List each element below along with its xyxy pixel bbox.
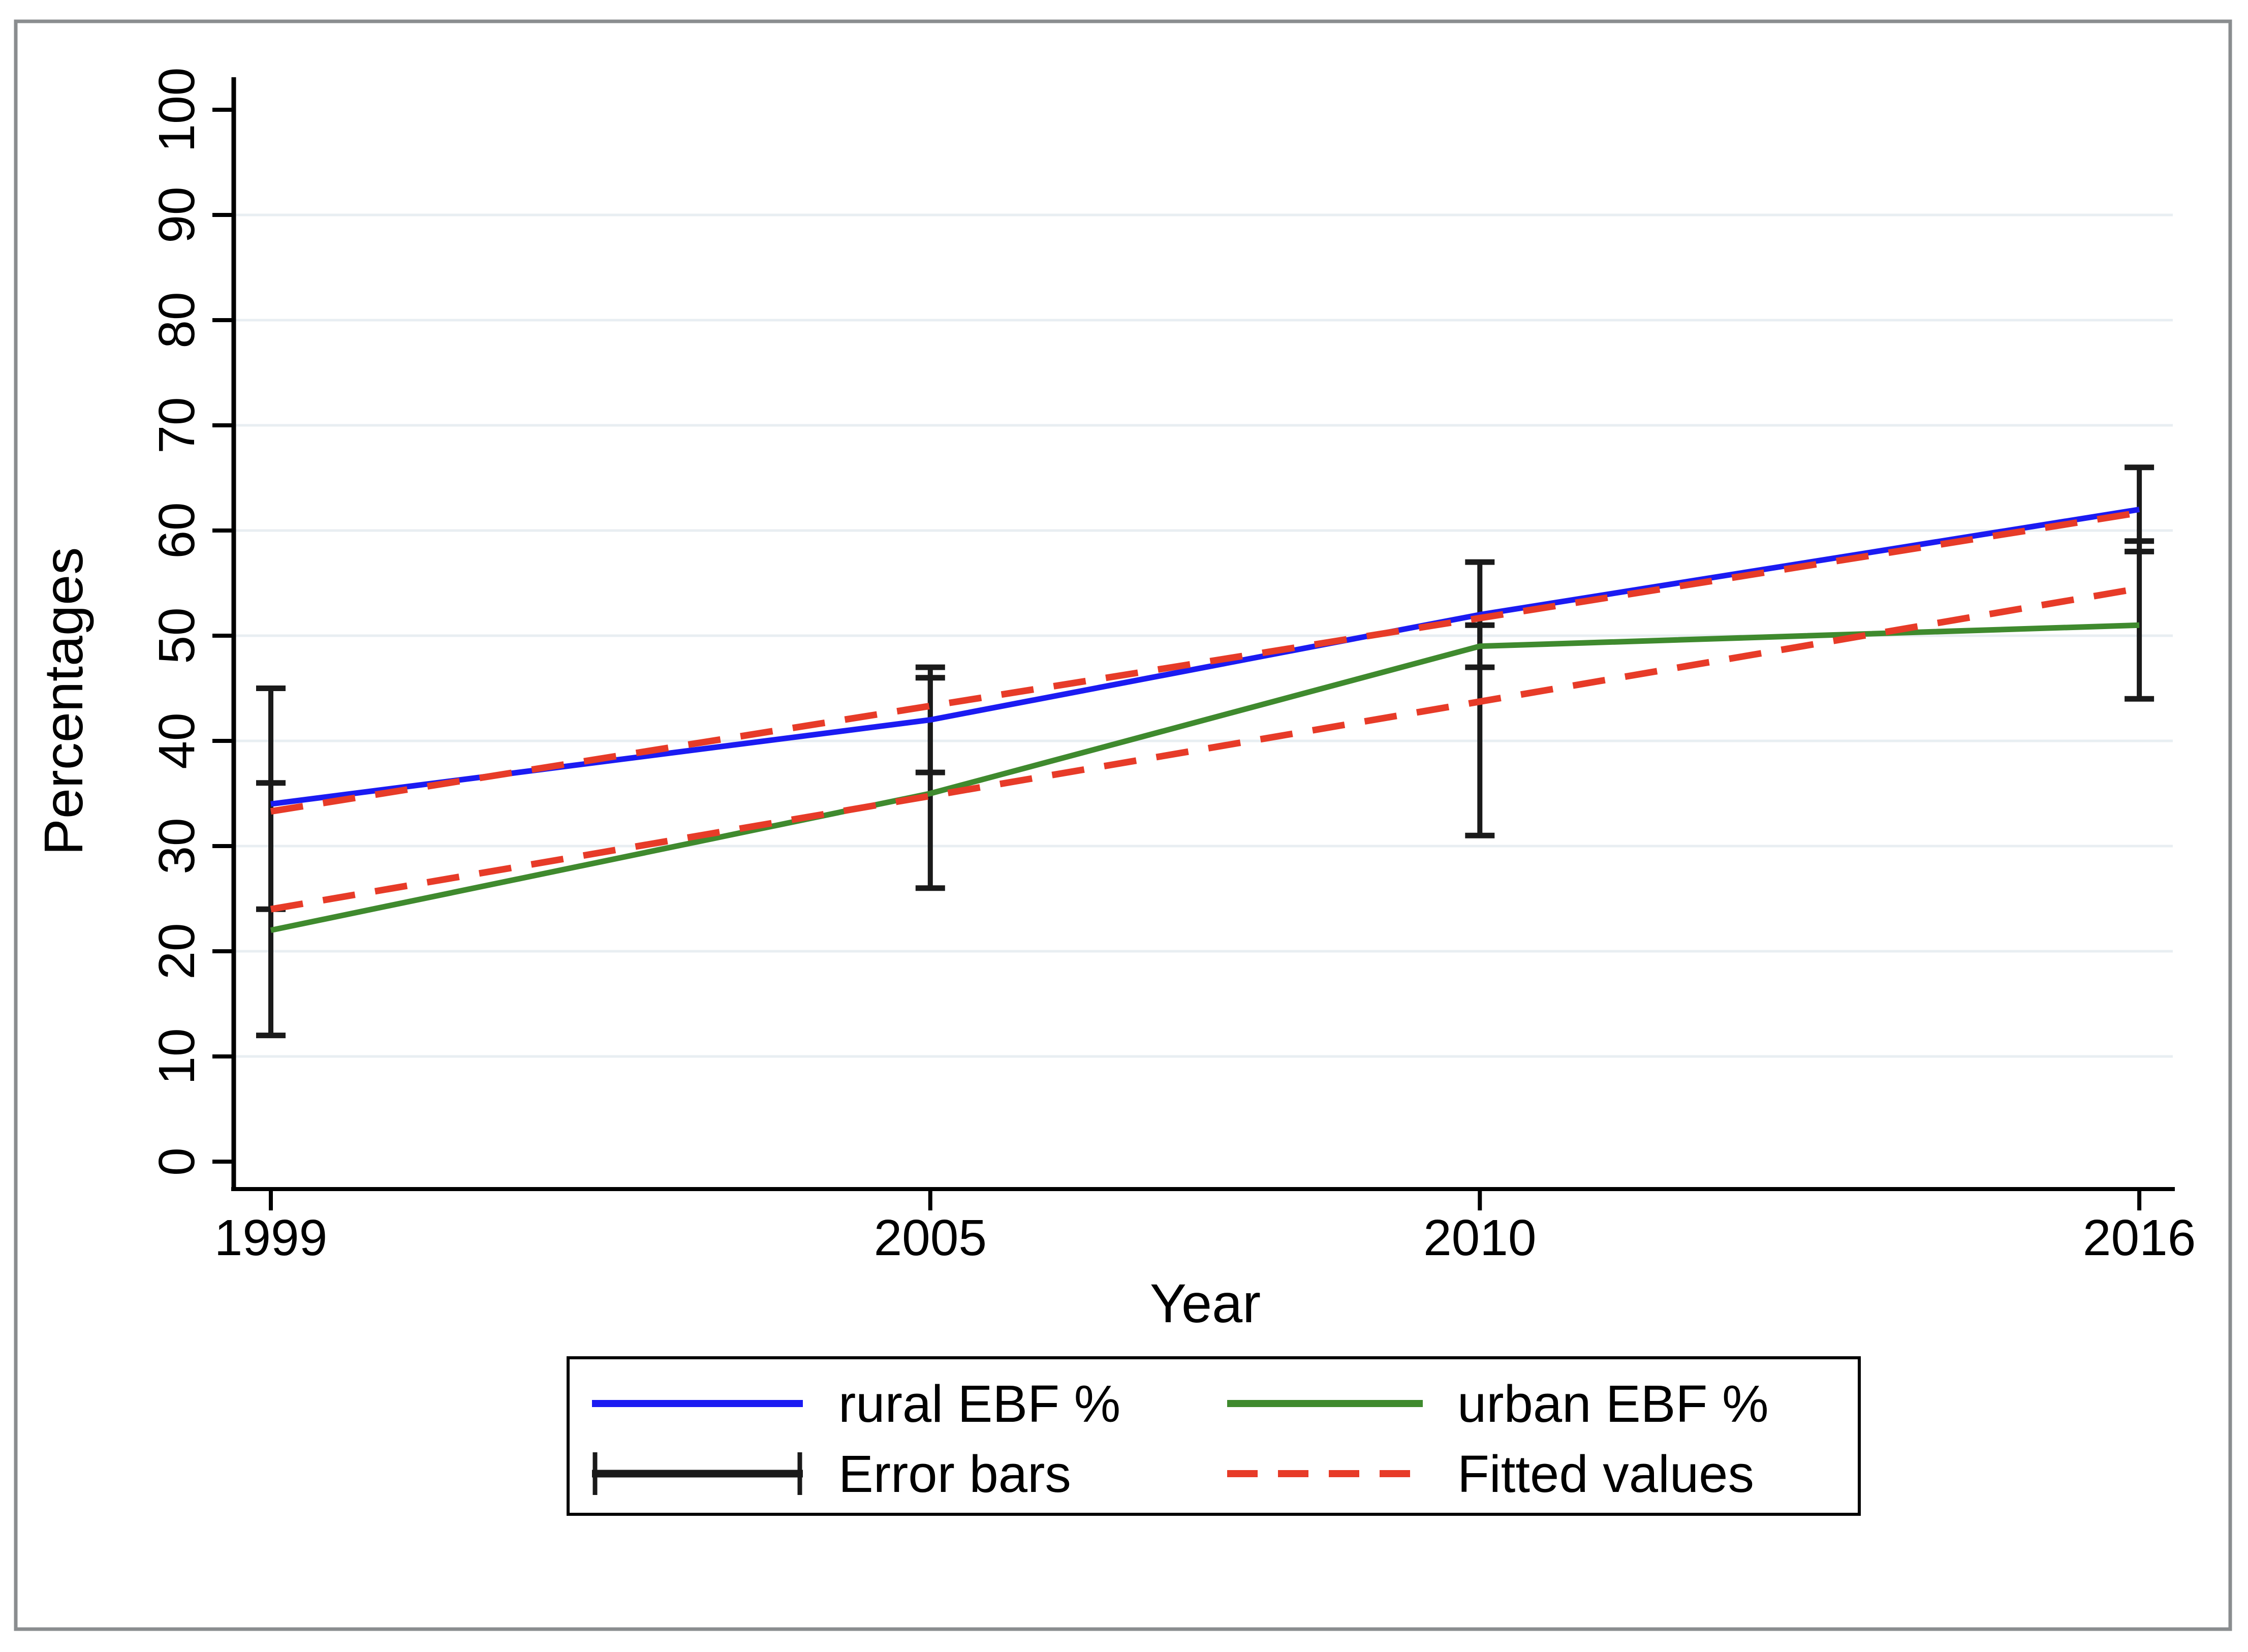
error-bar-urban-2005 bbox=[915, 675, 945, 891]
y-tick-label-40: 40 bbox=[148, 712, 205, 769]
x-tick-label-1999: 1999 bbox=[214, 1209, 327, 1266]
x-axis-tick-labels: 1999 2005 2010 2016 bbox=[214, 1209, 2196, 1266]
legend-fitted-label: Fitted values bbox=[1457, 1445, 1754, 1503]
y-tick-label-20: 20 bbox=[148, 923, 205, 979]
y-tick-label-80: 80 bbox=[148, 292, 205, 348]
legend: rural EBF % urban EBF % Error bars Fitte… bbox=[567, 1356, 1861, 1516]
x-axis-title: Year bbox=[1150, 1272, 1261, 1334]
legend-box bbox=[567, 1356, 1861, 1516]
legend-urban-label: urban EBF % bbox=[1457, 1375, 1769, 1433]
error-bar-urban-2010 bbox=[1465, 622, 1495, 838]
y-tick-label-70: 70 bbox=[148, 397, 205, 453]
y-tick-label-10: 10 bbox=[148, 1028, 205, 1084]
series-line-urban bbox=[270, 622, 2140, 933]
y-tick-label-0: 0 bbox=[148, 1147, 205, 1176]
legend-error-bars-label: Error bars bbox=[838, 1445, 1071, 1503]
gridlines bbox=[231, 213, 2173, 1058]
y-axis-ticks bbox=[212, 108, 233, 1164]
legend-error-bar-sample bbox=[592, 1452, 803, 1495]
x-tick-label-2010: 2010 bbox=[1423, 1209, 1536, 1266]
y-tick-label-100: 100 bbox=[148, 68, 205, 152]
error-bar-urban-2016 bbox=[2125, 538, 2155, 702]
legend-rural-label: rural EBF % bbox=[838, 1375, 1120, 1433]
y-axis-tick-labels: 0 10 20 30 40 50 60 70 80 90 100 bbox=[148, 68, 205, 1176]
x-axis-ticks bbox=[269, 1189, 2142, 1210]
y-tick-label-90: 90 bbox=[148, 186, 205, 243]
y-axis-title: Percentages bbox=[33, 547, 94, 855]
x-tick-label-2016: 2016 bbox=[2083, 1209, 2196, 1266]
x-tick-label-2005: 2005 bbox=[874, 1209, 987, 1266]
y-tick-label-30: 30 bbox=[148, 818, 205, 874]
y-tick-label-60: 60 bbox=[148, 502, 205, 558]
y-tick-label-50: 50 bbox=[148, 607, 205, 664]
